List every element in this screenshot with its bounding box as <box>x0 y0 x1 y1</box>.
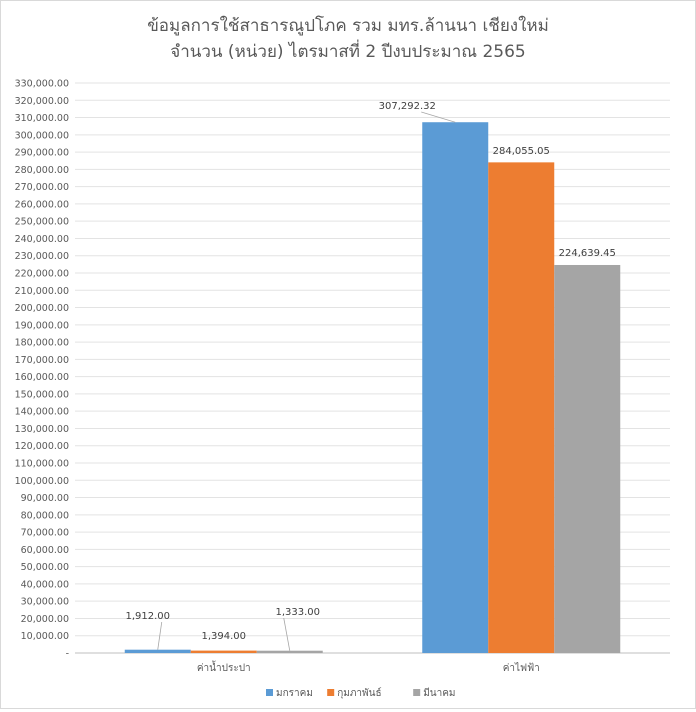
y-tick-label: 330,000.00 <box>15 79 69 90</box>
legend-swatch <box>266 689 273 696</box>
y-tick-label: 30,000.00 <box>21 597 69 608</box>
y-tick-label: 220,000.00 <box>15 269 69 280</box>
y-tick-label: 70,000.00 <box>21 528 69 539</box>
bar <box>488 162 555 653</box>
y-tick-label: 320,000.00 <box>15 96 69 107</box>
legend-label: กุมภาพันธ์ <box>337 687 381 699</box>
y-tick-label: 170,000.00 <box>15 355 69 366</box>
y-tick-label: 160,000.00 <box>15 372 69 383</box>
x-tick-label: ค่าไฟฟ้า <box>503 662 540 674</box>
y-tick-label: 180,000.00 <box>15 338 69 349</box>
y-tick-label: 280,000.00 <box>15 165 69 176</box>
bar <box>256 650 323 653</box>
bar <box>124 649 191 653</box>
label-leader-line <box>157 621 163 650</box>
legend-label: มกราคม <box>276 688 313 699</box>
y-tick-label: 200,000.00 <box>15 303 69 314</box>
y-tick-label: 50,000.00 <box>21 562 69 573</box>
y-tick-label: 150,000.00 <box>15 389 69 400</box>
y-tick-label: 110,000.00 <box>15 459 69 470</box>
data-label: 1,912.00 <box>125 611 170 622</box>
label-leader-line <box>421 111 456 123</box>
y-tick-label: 260,000.00 <box>15 199 69 210</box>
y-tick-label: 140,000.00 <box>15 407 69 418</box>
y-axis: - 10,000.00 20,000.00 30,000.00 40,000.00 50,… <box>15 79 69 660</box>
y-tick-label: 210,000.00 <box>15 286 69 297</box>
legend-label: มีนาคม <box>423 687 455 699</box>
legend-swatch <box>327 689 335 696</box>
y-tick-label: 10,000.00 <box>21 631 69 642</box>
y-tick-label: - <box>66 649 69 660</box>
y-tick-label: 100,000.00 <box>15 476 69 487</box>
data-label: 284,055.05 <box>493 146 550 157</box>
y-tick-label: 20,000.00 <box>21 614 69 625</box>
bar <box>422 122 489 654</box>
data-label: 224,639.45 <box>559 248 616 259</box>
y-tick-label: 230,000.00 <box>15 251 69 262</box>
bar <box>554 264 621 653</box>
data-label: 1,394.00 <box>201 631 246 642</box>
chart-title-line1: ข้อมูลการใช้สาธารณูปโภค รวม มทร.ล้านนา เ… <box>147 15 549 36</box>
label-leader-line <box>283 617 291 651</box>
y-tick-label: 190,000.00 <box>15 320 69 331</box>
y-tick-label: 130,000.00 <box>15 424 69 435</box>
y-tick-label: 270,000.00 <box>15 182 69 193</box>
data-label: 307,292.32 <box>379 101 436 112</box>
y-tick-label: 290,000.00 <box>15 148 69 159</box>
x-tick-label: ค่าน้ำประปา <box>197 660 251 674</box>
legend-swatch <box>413 689 421 696</box>
y-tick-label: 120,000.00 <box>15 441 69 452</box>
x-axis: ค่าน้ำประปา ค่าไฟฟ้า <box>197 660 540 674</box>
data-labels: 1,912.00 1,394.00 1,333.00 307,292.32 284,05… <box>125 101 616 651</box>
bars <box>124 122 621 654</box>
legend: มกราคม กุมภาพันธ์ มีนาคม <box>266 687 456 699</box>
y-tick-label: 40,000.00 <box>21 579 69 590</box>
data-label: 1,333.00 <box>275 607 320 618</box>
chart-title-line2: จำนวน (หน่วย) ไตรมาสที่ 2 ปีงบประมาณ 256… <box>170 39 526 62</box>
bar <box>190 650 257 653</box>
y-tick-label: 60,000.00 <box>21 545 69 556</box>
y-tick-label: 80,000.00 <box>21 510 69 521</box>
y-tick-label: 240,000.00 <box>15 234 69 245</box>
y-tick-label: 300,000.00 <box>15 130 69 141</box>
y-tick-label: 310,000.00 <box>15 113 69 124</box>
y-tick-label: 250,000.00 <box>15 217 69 228</box>
y-tick-label: 90,000.00 <box>21 493 69 504</box>
